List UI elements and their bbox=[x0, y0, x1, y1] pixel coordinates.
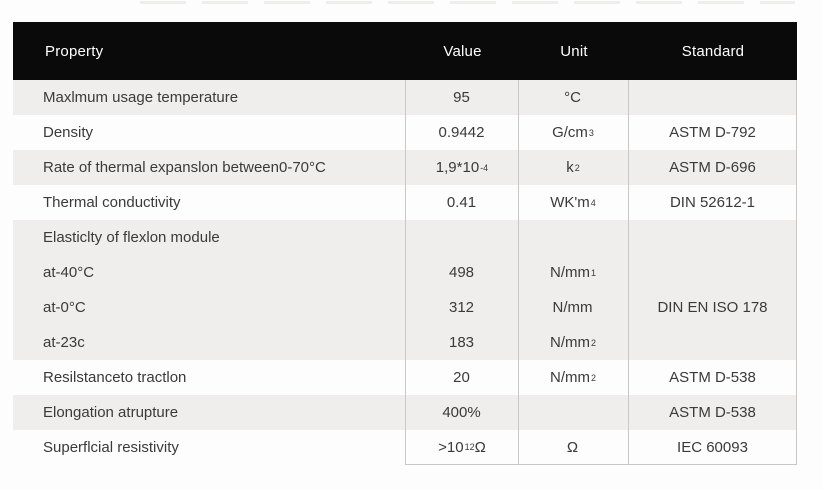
value-cell: 95 bbox=[406, 80, 519, 115]
property-label: at-0°C bbox=[43, 299, 86, 316]
unit-cell bbox=[519, 395, 629, 430]
standard-cell: DIN EN ISO 178 bbox=[629, 290, 797, 325]
standard-cell: ASTM D-538 bbox=[629, 360, 797, 395]
unit-cell: N/mm 2 bbox=[519, 325, 629, 360]
standard-cell: ASTM D-792 bbox=[629, 115, 797, 150]
value-cell: >10 12 Ω bbox=[406, 430, 519, 465]
row-elongation-at-rupture: Elongation atrupture 400% ASTM D-538 bbox=[13, 395, 797, 430]
property-label: Thermal conductivity bbox=[43, 194, 181, 211]
value-cell: 312 bbox=[406, 290, 519, 325]
unit-cell: N/mm 2 bbox=[519, 360, 629, 395]
property-cell: Density bbox=[13, 115, 406, 150]
header-unit: Unit bbox=[560, 42, 588, 60]
property-label: Superflcial resistivity bbox=[43, 439, 179, 456]
table-header-row: Property Value Unit Standard bbox=[13, 22, 797, 80]
property-cell: Elongation atrupture bbox=[13, 395, 406, 430]
property-label: Elongation atrupture bbox=[43, 404, 179, 421]
unit-cell: G/cm 3 bbox=[519, 115, 629, 150]
cropped-text-artifact bbox=[140, 1, 795, 4]
unit-cell: N/mm bbox=[519, 290, 629, 325]
value-cell: 400% bbox=[406, 395, 519, 430]
property-cell: Resilstanceto tractlon bbox=[13, 360, 406, 395]
property-label: Elasticlty of flexlon module bbox=[43, 229, 220, 246]
value-cell: 20 bbox=[406, 360, 519, 395]
property-label: at-40°C bbox=[43, 264, 95, 281]
row-density: Density 0.9442 G/cm 3 ASTM D-792 bbox=[13, 115, 797, 150]
standard-cell bbox=[629, 220, 797, 255]
value-cell: 1,9*10 -4 bbox=[406, 150, 519, 185]
standard-cell: IEC 60093 bbox=[629, 430, 797, 465]
unit-cell: Ω bbox=[519, 430, 629, 465]
property-label: at-23c bbox=[43, 334, 85, 351]
unit-cell: WK'm 4 bbox=[519, 185, 629, 220]
row-max-usage-temperature: Maxlmum usage temperature 95 °C bbox=[13, 80, 797, 115]
property-label: Rate of thermal expanslon between0-70°C bbox=[43, 159, 326, 176]
row-thermal-expansion-rate: Rate of thermal expanslon between0-70°C … bbox=[13, 150, 797, 185]
property-label: Maxlmum usage temperature bbox=[43, 89, 239, 106]
standard-cell bbox=[629, 80, 797, 115]
standard-cell: ASTM D-538 bbox=[629, 395, 797, 430]
property-cell: Superflcial resistivity bbox=[13, 430, 406, 465]
property-cell: at-0°C bbox=[13, 290, 406, 325]
property-label: Density bbox=[43, 124, 94, 141]
property-label: Resilstanceto tractlon bbox=[43, 369, 187, 386]
row-superficial-resistivity: Superflcial resistivity >10 12 Ω Ω IEC 600… bbox=[13, 430, 797, 465]
value-cell: 0.9442 bbox=[406, 115, 519, 150]
value-cell: 498 bbox=[406, 255, 519, 290]
property-cell: Rate of thermal expanslon between0-70°C bbox=[13, 150, 406, 185]
standard-cell: DIN 52612-1 bbox=[629, 185, 797, 220]
value-cell: 183 bbox=[406, 325, 519, 360]
row-elasticity-at-0: at-0°C 312 N/mm DIN EN ISO 178 bbox=[13, 290, 797, 325]
properties-table: Property Value Unit Standard Maxlmum usa… bbox=[13, 22, 797, 465]
row-thermal-conductivity: Thermal conductivity 0.41 WK'm 4 DIN 5261… bbox=[13, 185, 797, 220]
header-property: Property bbox=[45, 42, 104, 60]
row-elasticity-at-minus-40: at-40°C 498 N/mm 1 bbox=[13, 255, 797, 290]
property-cell: Thermal conductivity bbox=[13, 185, 406, 220]
unit-cell bbox=[519, 220, 629, 255]
row-resistance-to-traction: Resilstanceto tractlon 20 N/mm 2 ASTM D-5… bbox=[13, 360, 797, 395]
header-value: Value bbox=[443, 42, 482, 60]
unit-cell: °C bbox=[519, 80, 629, 115]
standard-cell bbox=[629, 325, 797, 360]
standard-cell: ASTM D-696 bbox=[629, 150, 797, 185]
row-elasticity-module-group: Elasticlty of flexlon module bbox=[13, 220, 797, 255]
property-cell: Maxlmum usage temperature bbox=[13, 80, 406, 115]
value-cell bbox=[406, 220, 519, 255]
property-cell: at-23c bbox=[13, 325, 406, 360]
standard-cell bbox=[629, 255, 797, 290]
property-cell: Elasticlty of flexlon module bbox=[13, 220, 406, 255]
value-cell: 0.41 bbox=[406, 185, 519, 220]
property-cell: at-40°C bbox=[13, 255, 406, 290]
row-elasticity-at-23: at-23c 183 N/mm 2 bbox=[13, 325, 797, 360]
unit-cell: N/mm 1 bbox=[519, 255, 629, 290]
header-standard: Standard bbox=[681, 42, 745, 60]
